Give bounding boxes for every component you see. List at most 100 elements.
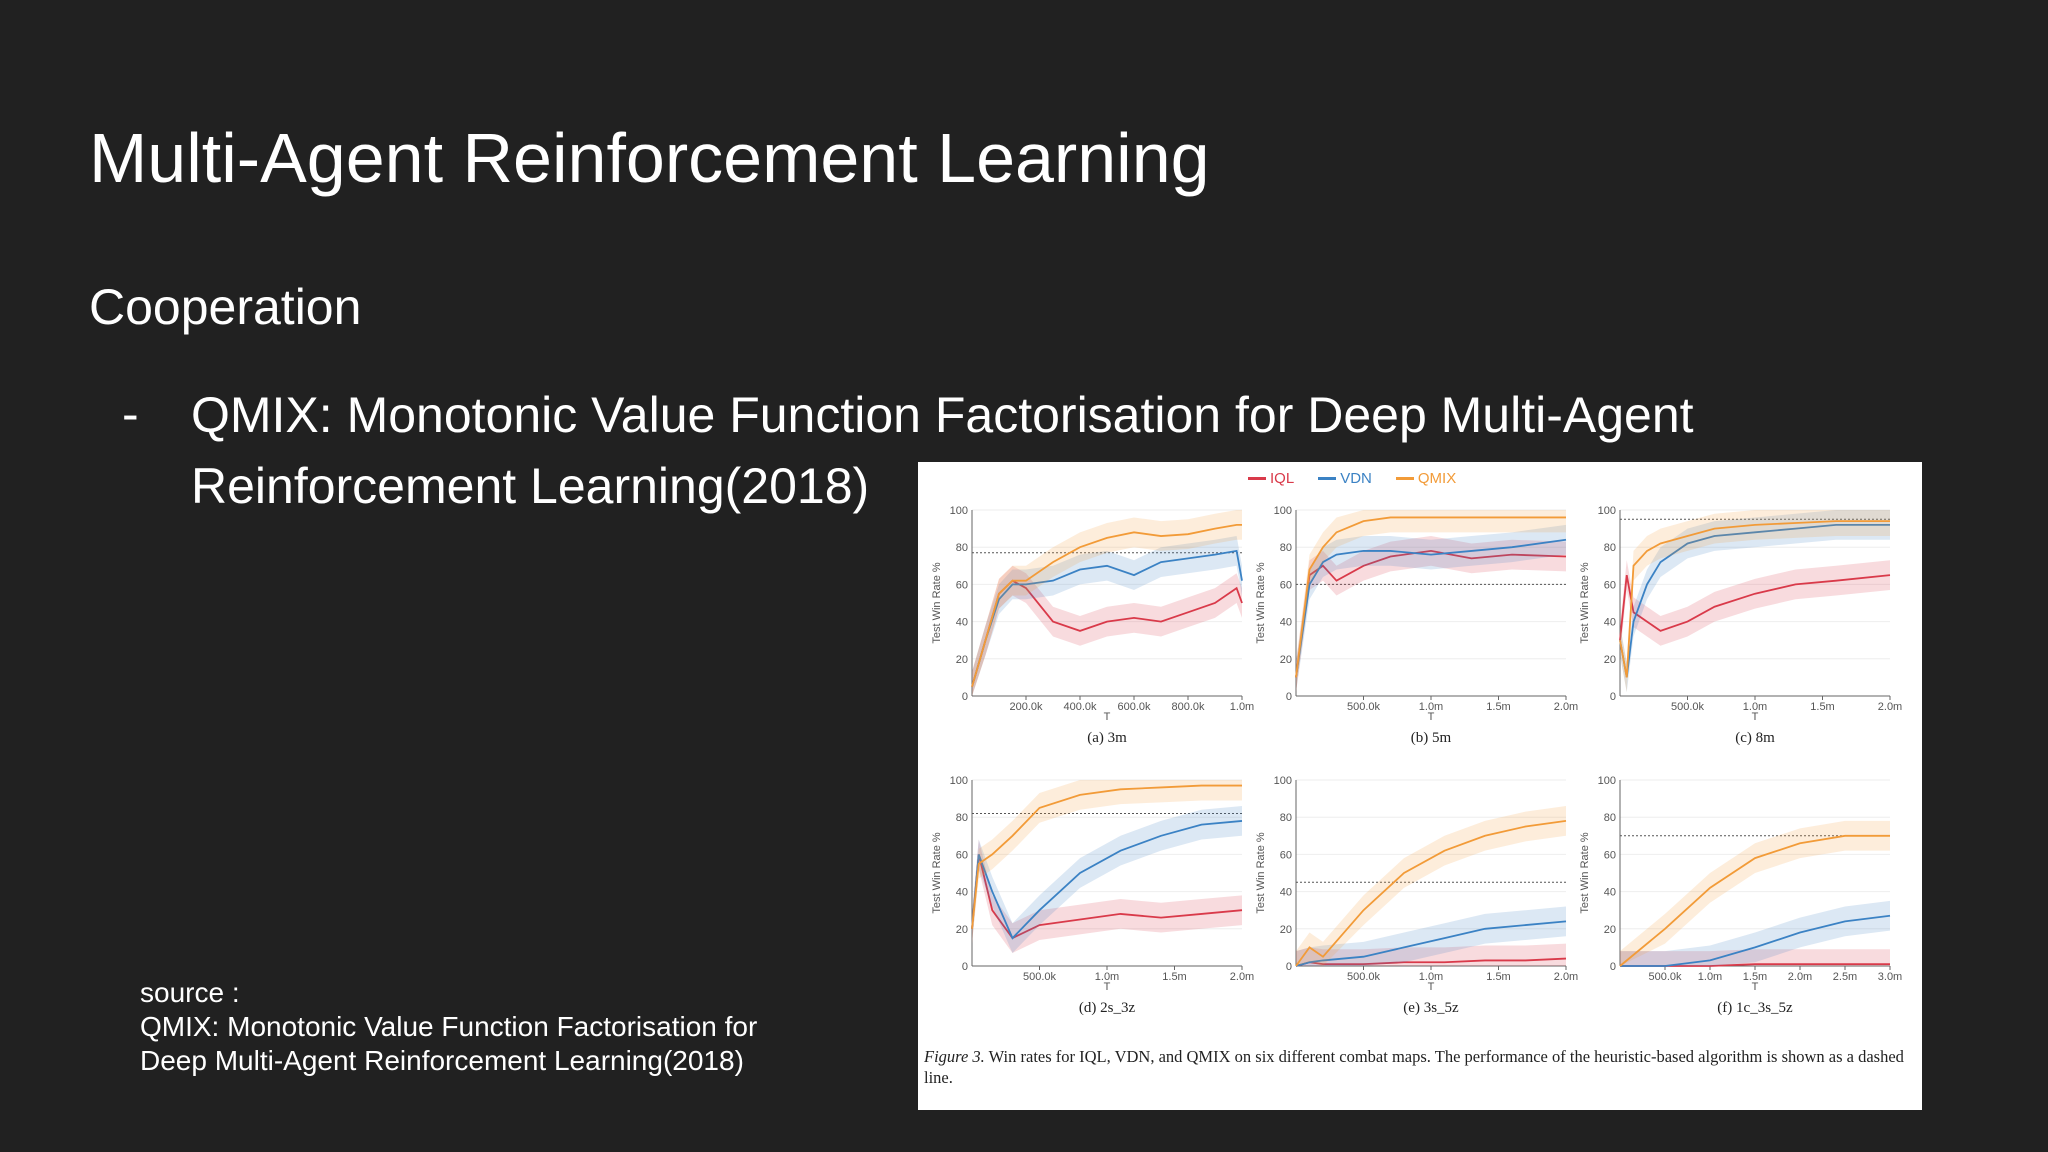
slide-subtitle: Cooperation — [89, 279, 362, 335]
panel-title: (d) 2s_3z — [1079, 1000, 1136, 1016]
bullet-line-2: Reinforcement Learning(2018) — [191, 458, 870, 514]
y-tick-label: 40 — [956, 617, 968, 629]
x-tick-label: 1.5m — [1810, 701, 1834, 713]
series-line-vdn — [1295, 538, 1567, 678]
series-line-qmix — [1619, 520, 1890, 678]
x-tick-label: 2.0m — [1230, 971, 1254, 983]
y-tick-label: 80 — [1604, 812, 1616, 824]
panel-title: (c) 8m — [1735, 730, 1775, 746]
y-axis-label: Test Win Rate % — [1579, 832, 1591, 914]
y-tick-label: 20 — [1604, 924, 1616, 936]
y-tick-label: 60 — [956, 849, 968, 861]
series-band-vdn — [1620, 900, 1890, 966]
y-tick-label: 40 — [1280, 617, 1292, 629]
legend-label-qmix: QMIX — [1417, 470, 1457, 487]
y-axis-label: Test Win Rate % — [931, 832, 943, 914]
y-tick-label: 100 — [950, 775, 968, 787]
y-tick-label: 20 — [956, 924, 968, 936]
x-tick-label: 1.0m — [1419, 701, 1443, 713]
y-tick-label: 40 — [1604, 887, 1616, 899]
series-line-iql — [1295, 550, 1567, 678]
series-line-qmix — [971, 523, 1242, 687]
series-band-qmix — [1296, 806, 1566, 966]
x-axis-label: T — [1104, 711, 1111, 723]
y-tick-label: 80 — [1280, 812, 1292, 824]
series-line-qmix — [1295, 516, 1566, 678]
series-band-qmix — [972, 780, 1242, 944]
legend-item-vdn: VDN — [1318, 470, 1372, 487]
series-line-qmix — [1295, 820, 1567, 967]
panel-title: (a) 3m — [1087, 730, 1127, 746]
bullet-dash: - — [122, 386, 139, 442]
legend-swatch-vdn — [1318, 477, 1337, 480]
x-axis-label: T — [1752, 711, 1759, 723]
source-note: source : QMIX: Monotonic Value Function … — [140, 976, 757, 1078]
y-axis-label: Test Win Rate % — [931, 562, 943, 644]
slide-title: Multi-Agent Reinforcement Learning — [89, 119, 1210, 197]
caption-label: Figure 3. — [924, 1047, 985, 1066]
series-line-vdn — [971, 549, 1243, 687]
x-tick-label: 3.0m — [1878, 971, 1902, 983]
y-tick-label: 0 — [1286, 691, 1292, 703]
y-tick-label: 0 — [962, 691, 968, 703]
series-line-vdn — [1620, 914, 1891, 967]
x-tick-label: 500.0k — [1347, 971, 1381, 983]
y-tick-label: 80 — [1604, 542, 1616, 554]
y-tick-label: 80 — [1280, 542, 1292, 554]
y-tick-label: 60 — [1604, 579, 1616, 591]
y-tick-label: 100 — [1274, 775, 1292, 787]
y-tick-label: 0 — [1286, 961, 1292, 973]
y-tick-label: 20 — [956, 654, 968, 666]
y-tick-label: 100 — [1598, 505, 1616, 517]
x-tick-label: 1.0m — [1095, 971, 1119, 983]
figure-image: IQL VDN QMIX 0 20 40 60 80 100 200.0k 400.0k 600… — [918, 462, 1922, 1110]
x-tick-label: 500.0k — [1671, 701, 1705, 713]
series-line-iql — [1295, 957, 1567, 967]
x-tick-label: 1.5m — [1486, 701, 1510, 713]
y-tick-label: 100 — [950, 505, 968, 517]
y-tick-label: 100 — [1598, 775, 1616, 787]
y-tick-label: 40 — [1604, 617, 1616, 629]
source-label: source : — [140, 977, 240, 1008]
y-axis-label: Test Win Rate % — [1255, 562, 1267, 644]
series-band-iql — [1296, 536, 1566, 693]
x-axis-label: T — [1428, 711, 1435, 723]
panel-title: (b) 5m — [1411, 730, 1452, 746]
series-band-vdn — [972, 536, 1242, 696]
y-tick-label: 80 — [956, 812, 968, 824]
legend-swatch-iql — [1248, 477, 1266, 480]
source-line-1: QMIX: Monotonic Value Function Factorisa… — [140, 1011, 758, 1042]
y-tick-label: 20 — [1280, 654, 1292, 666]
x-tick-label: 800.0k — [1171, 701, 1205, 713]
y-axis-label: Test Win Rate % — [1579, 562, 1591, 644]
y-tick-label: 0 — [1610, 691, 1616, 703]
series-band-vdn — [1620, 510, 1890, 693]
x-tick-label: 500.0k — [1023, 971, 1057, 983]
x-tick-label: 500.0k — [1347, 701, 1381, 713]
panel-title: (e) 3s_5z — [1403, 1000, 1459, 1016]
series-band-vdn — [1296, 906, 1566, 966]
y-tick-label: 80 — [956, 542, 968, 554]
series-band-qmix — [972, 510, 1242, 696]
panel-title: (f) 1c_3s_5z — [1717, 1000, 1793, 1016]
legend-swatch-qmix — [1395, 477, 1414, 480]
series-line-vdn — [1295, 920, 1567, 967]
x-tick-label: 2.0m — [1788, 971, 1812, 983]
y-tick-label: 0 — [962, 961, 968, 973]
caption-text: Win rates for IQL, VDN, and QMIX on six … — [924, 1047, 1904, 1087]
x-tick-label: 2.0m — [1878, 701, 1902, 713]
series-band-iql — [1620, 949, 1890, 966]
x-tick-label: 400.0k — [1063, 701, 1097, 713]
y-tick-label: 100 — [1274, 505, 1292, 517]
x-tick-label: 500.0k — [1648, 971, 1682, 983]
y-tick-label: 20 — [1604, 654, 1616, 666]
y-tick-label: 60 — [1280, 579, 1292, 591]
series-line-iql — [971, 854, 1243, 940]
y-tick-label: 40 — [956, 887, 968, 899]
y-tick-label: 60 — [1604, 849, 1616, 861]
x-tick-label: 2.0m — [1554, 971, 1578, 983]
x-tick-label: 1.0m — [1698, 971, 1722, 983]
series-band-vdn — [972, 806, 1242, 953]
series-band-qmix — [1620, 510, 1890, 693]
x-tick-label: 1.0m — [1743, 701, 1767, 713]
